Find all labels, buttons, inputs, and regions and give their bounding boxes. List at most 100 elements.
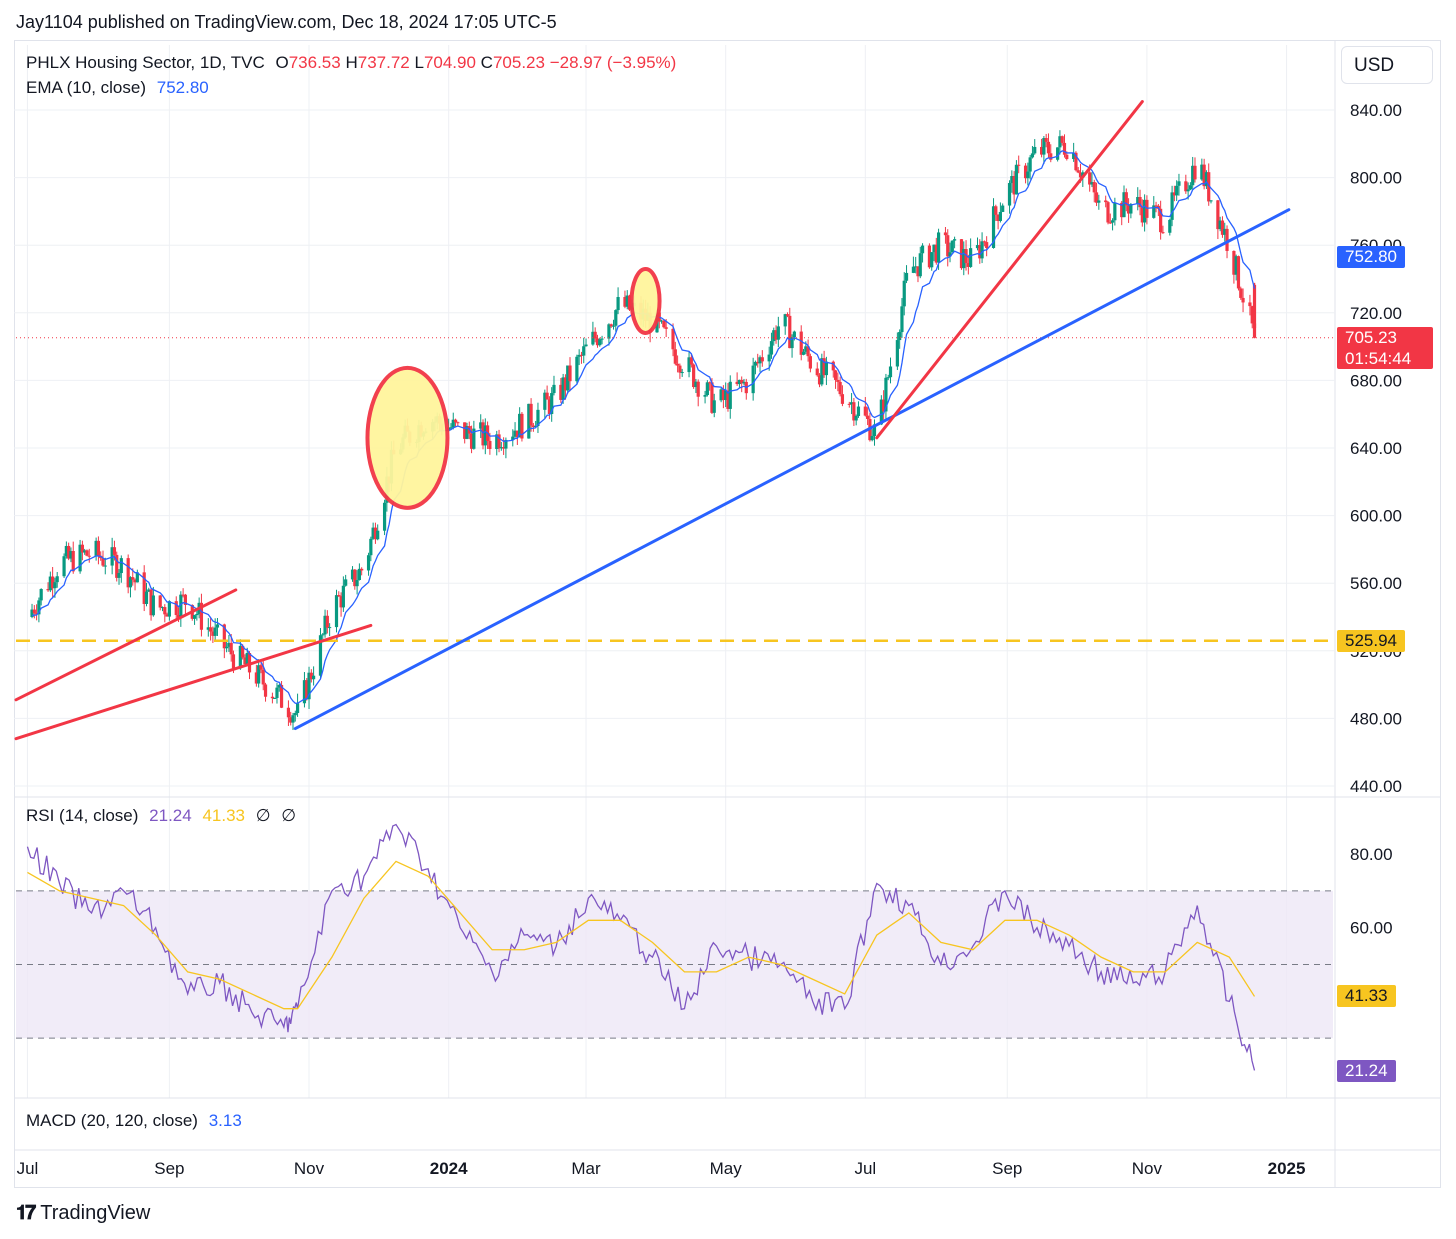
candle-body (687, 357, 691, 373)
rsi-legend[interactable]: RSI (14, close) 21.24 41.33 ∅ ∅ (26, 806, 296, 826)
candle-body (227, 642, 231, 647)
candle-body (117, 573, 121, 578)
candle-body (1225, 228, 1229, 251)
candle-body (914, 266, 918, 268)
candle-body (115, 554, 119, 578)
candle-body (199, 602, 204, 630)
candle-body (1056, 147, 1060, 160)
candle-body (1129, 204, 1133, 214)
symbol-name[interactable]: PHLX Housing Sector, 1D, TVC (26, 53, 265, 72)
candle-body (1090, 182, 1094, 185)
candle-body (371, 527, 375, 539)
candle-body (756, 361, 760, 364)
candle-body (840, 394, 845, 404)
macd-label: MACD (20, 120, close) (26, 1111, 198, 1130)
candle-body (545, 392, 549, 400)
candle-body (1104, 200, 1108, 203)
candle-body (165, 614, 169, 617)
candle-body (547, 399, 552, 414)
candle-body (225, 646, 229, 649)
x-tick-label: Nov (294, 1159, 325, 1178)
candle-body (502, 447, 506, 449)
candle-body (176, 615, 181, 618)
candle-body (472, 428, 476, 449)
candle-body (719, 389, 723, 401)
candle-body (854, 416, 858, 421)
price-legend: PHLX Housing Sector, 1D, TVC O736.53 H73… (26, 53, 676, 73)
candle-body (257, 665, 261, 684)
candle-body (147, 589, 151, 592)
candle-body (1108, 222, 1112, 224)
candle-body (886, 377, 890, 379)
candle-body (339, 596, 343, 608)
candle-body (934, 244, 938, 263)
candle-body (279, 684, 284, 708)
rsi-value: 21.24 (149, 806, 192, 825)
candle-body (799, 331, 803, 355)
candle-body (366, 555, 371, 571)
candle-body (126, 558, 130, 588)
candle-body (1042, 138, 1046, 155)
candle-body (1241, 297, 1245, 303)
candle-body (518, 413, 522, 438)
close-label: C (480, 53, 493, 72)
candle-body (689, 357, 693, 365)
candle-body (817, 375, 822, 385)
rsi-tick-label: 80.00 (1350, 845, 1393, 864)
rsi-na-1: ∅ (255, 806, 271, 825)
open-label: O (275, 53, 289, 72)
candle-body (911, 266, 915, 273)
candle-body (373, 527, 378, 540)
candle-body (307, 672, 311, 700)
brand-label: TradingView (40, 1202, 151, 1224)
candle-body (46, 589, 50, 591)
candle-body (625, 295, 629, 307)
candle-body (543, 392, 547, 410)
candle-body (37, 600, 41, 615)
candle-body (1172, 192, 1176, 196)
candle-body (1200, 164, 1204, 180)
y-tick-label: 480.00 (1350, 709, 1402, 728)
candle-body (996, 214, 1000, 221)
candle-body (872, 424, 877, 437)
rsi-line (26, 823, 1256, 1071)
candle-body (737, 379, 742, 385)
price-badge: 705.23 01:54:44 (1337, 327, 1433, 369)
candle-body (1124, 192, 1128, 206)
ema-legend[interactable]: EMA (10, close) 752.80 (26, 78, 209, 98)
candle-body (609, 324, 613, 327)
candle-body (1191, 165, 1195, 186)
candle-body (277, 684, 281, 688)
candle-body (273, 697, 277, 699)
candle-body (456, 422, 460, 424)
candle-body (64, 545, 68, 557)
candle-body (579, 354, 584, 356)
candle-body (788, 315, 792, 349)
rsi-ma-badge: 41.33 (1337, 985, 1396, 1007)
rsi-label: RSI (14, close) (26, 806, 139, 825)
candle-body (69, 550, 73, 559)
candle-body (852, 402, 856, 421)
candle-body (930, 252, 934, 268)
candle-body (1223, 228, 1227, 235)
candle-body (96, 540, 101, 556)
candle-body (213, 627, 217, 636)
candle-body (884, 377, 888, 412)
candle-body (659, 320, 664, 322)
tradingview-brand[interactable]: 𝟏𝟕 TradingView (16, 1202, 150, 1225)
candle-body (980, 241, 984, 259)
candle-body (696, 381, 700, 397)
candle-body (309, 672, 313, 680)
candle-body (344, 579, 348, 586)
trendline-red-2 (14, 623, 373, 741)
macd-legend[interactable]: MACD (20, 120, close) 3.13 (26, 1111, 242, 1131)
currency-button[interactable]: USD (1341, 46, 1433, 84)
candle-body (1094, 192, 1099, 203)
candle-body (1026, 171, 1030, 179)
candle-body (295, 703, 300, 714)
support-badge: 525.94 (1337, 630, 1405, 652)
candle-body (879, 399, 883, 425)
last-candle-body (1252, 284, 1257, 338)
candle-body (820, 358, 824, 385)
